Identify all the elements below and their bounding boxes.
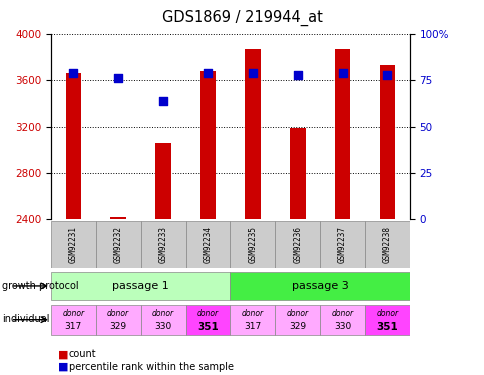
Text: donor: donor [151,309,174,318]
Text: percentile rank within the sample: percentile rank within the sample [69,362,233,372]
Text: 351: 351 [376,322,397,332]
Bar [230,272,409,300]
Bar [155,143,170,219]
Text: growth protocol: growth protocol [2,281,79,291]
Bar [364,305,409,334]
Point [293,72,301,78]
Bar [110,217,126,219]
Text: GSM92233: GSM92233 [158,226,167,263]
Point [159,98,166,104]
Point [114,75,122,81]
Text: 317: 317 [64,322,82,331]
Bar [230,305,274,334]
Text: count: count [69,350,96,359]
Bar [244,49,260,219]
Text: GDS1869 / 219944_at: GDS1869 / 219944_at [162,9,322,26]
Text: 329: 329 [288,322,305,331]
Text: 351: 351 [197,322,218,332]
Point [338,70,346,76]
Bar [51,272,230,300]
Text: ■: ■ [58,362,69,372]
Text: donor: donor [376,309,398,318]
Text: ■: ■ [58,350,69,359]
Text: donor: donor [241,309,263,318]
Bar [51,221,95,268]
Text: donor: donor [107,309,129,318]
Bar [185,221,230,268]
Bar [319,221,364,268]
Bar [200,71,215,219]
Text: GSM92232: GSM92232 [113,226,122,263]
Text: donor: donor [197,309,219,318]
Bar [274,305,319,334]
Bar [230,221,274,268]
Text: donor: donor [286,309,308,318]
Text: 317: 317 [243,322,261,331]
Text: GSM92237: GSM92237 [337,226,347,263]
Bar [379,65,394,219]
Text: GSM92238: GSM92238 [382,226,391,263]
Text: GSM92235: GSM92235 [248,226,257,263]
Text: 330: 330 [333,322,350,331]
Text: GSM92231: GSM92231 [69,226,78,263]
Text: 330: 330 [154,322,171,331]
Text: GSM92234: GSM92234 [203,226,212,263]
Point [383,72,391,78]
Bar [334,49,349,219]
Bar [274,221,319,268]
Bar [289,128,305,219]
Point [69,70,77,76]
Text: passage 3: passage 3 [291,281,348,291]
Text: GSM92236: GSM92236 [292,226,302,263]
Text: donor: donor [62,309,84,318]
Bar [364,221,409,268]
Text: donor: donor [331,309,353,318]
Bar [95,221,140,268]
Point [204,70,212,76]
Bar [95,305,140,334]
Bar [319,305,364,334]
Text: individual: individual [2,315,50,324]
Point [248,70,256,76]
Bar [140,305,185,334]
Text: 329: 329 [109,322,126,331]
Text: passage 1: passage 1 [112,281,169,291]
Bar [140,221,185,268]
Bar [185,305,230,334]
Bar [51,305,95,334]
Bar [65,73,81,219]
